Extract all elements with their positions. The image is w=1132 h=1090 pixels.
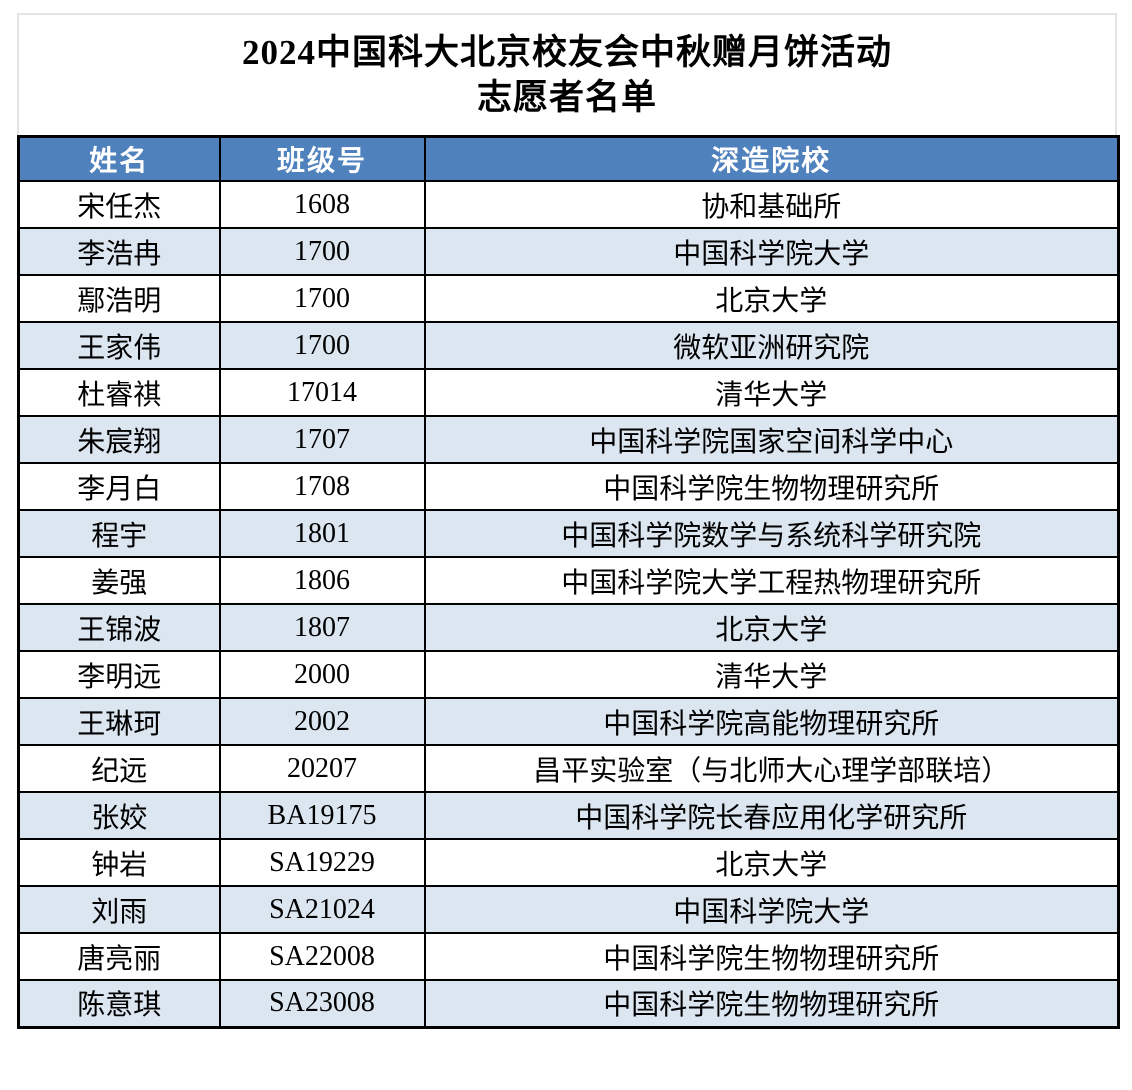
- class-number-cell: 1801: [218, 509, 426, 558]
- name-cell: 李月白: [17, 462, 221, 511]
- table-row: 李明远 2000 清华大学: [17, 650, 1120, 699]
- column-header-class-number: 班级号: [218, 135, 426, 182]
- class-number-cell: 1807: [218, 603, 426, 652]
- class-number-cell: SA21024: [218, 885, 426, 934]
- name-cell: 程宇: [17, 509, 221, 558]
- institution-cell: 北京大学: [423, 603, 1120, 652]
- class-number-cell: 1707: [218, 415, 426, 464]
- class-number-cell: SA19229: [218, 838, 426, 887]
- name-cell: 宋任杰: [17, 180, 221, 229]
- volunteer-table: 姓名 班级号 深造院校 宋任杰 1608 协和基础所 李浩冉 1700 中国科学院大学 鄢浩…: [17, 135, 1120, 1029]
- institution-cell: 北京大学: [423, 838, 1120, 887]
- name-cell: 张姣: [17, 791, 221, 840]
- class-number-cell: 20207: [218, 744, 426, 793]
- name-cell: 杜睿祺: [17, 368, 221, 417]
- title-block: 2024中国科大北京校友会中秋赠月饼活动 志愿者名单: [17, 13, 1117, 135]
- table-row: 张姣 BA19175 中国科学院长春应用化学研究所: [17, 791, 1120, 840]
- name-cell: 姜强: [17, 556, 221, 605]
- page-title-line1: 2024中国科大北京校友会中秋赠月饼活动: [241, 33, 892, 72]
- name-cell: 王锦波: [17, 603, 221, 652]
- table-row: 朱宸翔 1707 中国科学院国家空间科学中心: [17, 415, 1120, 464]
- table-row: 陈意琪 SA23008 中国科学院生物物理研究所: [17, 979, 1120, 1028]
- institution-cell: 中国科学院大学: [423, 885, 1120, 934]
- name-cell: 刘雨: [17, 885, 221, 934]
- name-cell: 朱宸翔: [17, 415, 221, 464]
- institution-cell: 中国科学院国家空间科学中心: [423, 415, 1120, 464]
- name-cell: 王家伟: [17, 321, 221, 370]
- institution-cell: 中国科学院生物物理研究所: [423, 979, 1120, 1028]
- name-cell: 鄢浩明: [17, 274, 221, 323]
- page-title-line2: 志愿者名单: [476, 78, 657, 117]
- institution-cell: 中国科学院大学: [423, 227, 1120, 276]
- institution-cell: 微软亚洲研究院: [423, 321, 1120, 370]
- class-number-cell: 1608: [218, 180, 426, 229]
- institution-cell: 中国科学院长春应用化学研究所: [423, 791, 1120, 840]
- name-cell: 陈意琪: [17, 979, 221, 1028]
- table-row: 刘雨 SA21024 中国科学院大学: [17, 885, 1120, 934]
- table-row: 李月白 1708 中国科学院生物物理研究所: [17, 462, 1120, 511]
- table-row: 王家伟 1700 微软亚洲研究院: [17, 321, 1120, 370]
- name-cell: 纪远: [17, 744, 221, 793]
- class-number-cell: SA23008: [218, 979, 426, 1028]
- institution-cell: 中国科学院数学与系统科学研究院: [423, 509, 1120, 558]
- volunteer-table-body: 宋任杰 1608 协和基础所 李浩冉 1700 中国科学院大学 鄢浩明 1700 北京大学 王家伟…: [17, 180, 1120, 1028]
- institution-cell: 中国科学院高能物理研究所: [423, 697, 1120, 746]
- document-page: 2024中国科大北京校友会中秋赠月饼活动 志愿者名单 姓名 班级号 深造院校 宋…: [17, 13, 1120, 1029]
- institution-cell: 中国科学院生物物理研究所: [423, 932, 1120, 981]
- class-number-cell: 1700: [218, 321, 426, 370]
- class-number-cell: 1806: [218, 556, 426, 605]
- institution-cell: 中国科学院大学工程热物理研究所: [423, 556, 1120, 605]
- table-row: 鄢浩明 1700 北京大学: [17, 274, 1120, 323]
- institution-cell: 昌平实验室（与北师大心理学部联培）: [423, 744, 1120, 793]
- table-row: 宋任杰 1608 协和基础所: [17, 180, 1120, 229]
- column-header-institution: 深造院校: [423, 135, 1120, 182]
- name-cell: 李浩冉: [17, 227, 221, 276]
- name-cell: 钟岩: [17, 838, 221, 887]
- institution-cell: 清华大学: [423, 650, 1120, 699]
- class-number-cell: 1708: [218, 462, 426, 511]
- name-cell: 唐亮丽: [17, 932, 221, 981]
- table-row: 唐亮丽 SA22008 中国科学院生物物理研究所: [17, 932, 1120, 981]
- institution-cell: 清华大学: [423, 368, 1120, 417]
- name-cell: 李明远: [17, 650, 221, 699]
- column-header-name: 姓名: [17, 135, 221, 182]
- institution-cell: 北京大学: [423, 274, 1120, 323]
- table-row: 王锦波 1807 北京大学: [17, 603, 1120, 652]
- institution-cell: 协和基础所: [423, 180, 1120, 229]
- class-number-cell: SA22008: [218, 932, 426, 981]
- class-number-cell: 17014: [218, 368, 426, 417]
- table-header-row: 姓名 班级号 深造院校: [17, 135, 1120, 182]
- name-cell: 王琳珂: [17, 697, 221, 746]
- class-number-cell: 1700: [218, 274, 426, 323]
- class-number-cell: 2002: [218, 697, 426, 746]
- table-row: 钟岩 SA19229 北京大学: [17, 838, 1120, 887]
- table-row: 李浩冉 1700 中国科学院大学: [17, 227, 1120, 276]
- table-row: 杜睿祺 17014 清华大学: [17, 368, 1120, 417]
- table-row: 姜强 1806 中国科学院大学工程热物理研究所: [17, 556, 1120, 605]
- class-number-cell: 2000: [218, 650, 426, 699]
- table-row: 纪远 20207 昌平实验室（与北师大心理学部联培）: [17, 744, 1120, 793]
- table-row: 王琳珂 2002 中国科学院高能物理研究所: [17, 697, 1120, 746]
- institution-cell: 中国科学院生物物理研究所: [423, 462, 1120, 511]
- class-number-cell: BA19175: [218, 791, 426, 840]
- class-number-cell: 1700: [218, 227, 426, 276]
- table-row: 程宇 1801 中国科学院数学与系统科学研究院: [17, 509, 1120, 558]
